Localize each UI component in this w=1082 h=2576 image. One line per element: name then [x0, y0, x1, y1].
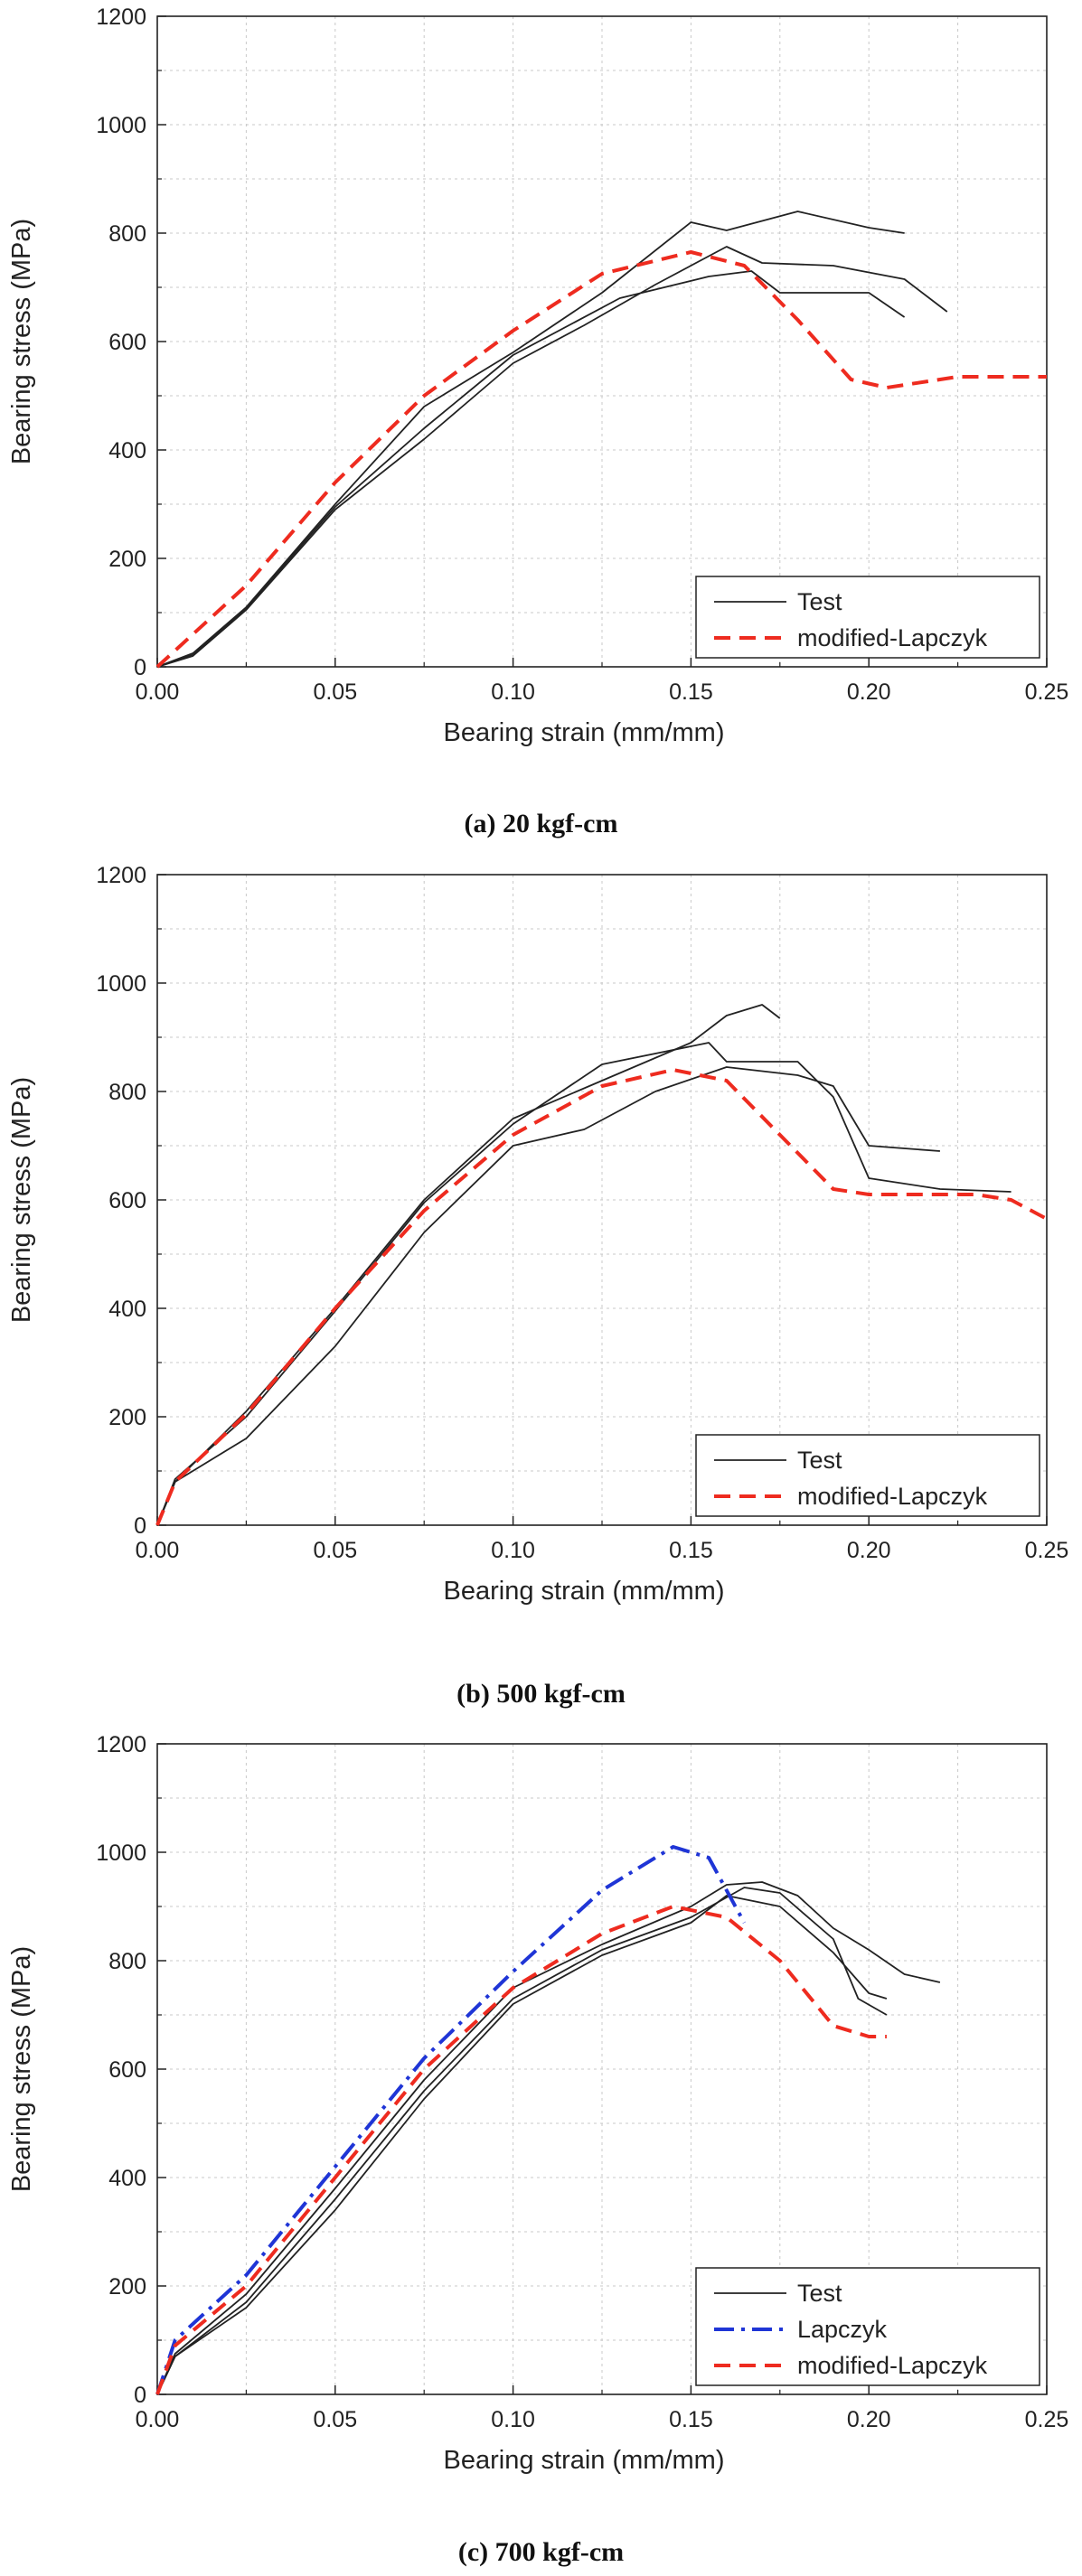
y-tick-label: 0	[134, 655, 146, 680]
x-tick-label: 0.10	[491, 2407, 535, 2432]
y-tick-label: 800	[108, 1080, 146, 1105]
legend: Test Lapczyk modified-Lapczyk	[695, 2267, 1040, 2386]
y-tick-label: 1000	[96, 971, 146, 997]
legend: Test modified-Lapczyk	[695, 576, 1040, 659]
series-line-test	[156, 1887, 888, 2395]
x-axis-label: Bearing strain (mm/mm)	[444, 1577, 725, 1606]
y-axis-label: Bearing stress (MPa)	[7, 1946, 36, 2192]
x-tick-label: 0.25	[1025, 1538, 1069, 1563]
y-tick-label: 1000	[96, 1841, 146, 1866]
plot-area: 0.00 0.05 0.10 0.15 0.20 0.25 0 200 400 600 800 100…	[7, 5, 1068, 747]
y-tick-label: 600	[108, 2057, 146, 2083]
y-tick-label: 600	[108, 330, 146, 355]
plot-area: 0.00 0.05 0.10 0.15 0.20 0.25 0 200 400 600 800 100…	[7, 863, 1068, 1606]
y-tick-label: 200	[108, 547, 146, 572]
y-tick-label: 1200	[96, 863, 146, 888]
series-line-test	[156, 1004, 781, 1526]
legend-label: Test	[797, 588, 842, 615]
series-line-modified	[155, 1068, 1048, 1526]
series-line-modified	[155, 250, 1047, 669]
y-tick-label: 0	[134, 1513, 146, 1539]
x-tick-label: 0.20	[847, 1538, 891, 1563]
legend-label: Test	[797, 2280, 842, 2307]
x-tick-label: 0.05	[313, 679, 357, 705]
legend-label: modified-Lapczyk	[797, 1483, 988, 1510]
legend-label: Lapczyk	[797, 2316, 888, 2343]
y-tick-label: 400	[108, 1297, 146, 1322]
y-axis-label: Bearing stress (MPa)	[7, 1077, 36, 1323]
series-line-test	[156, 270, 906, 668]
caption-c: (c) 700 kgf-cm	[457, 2537, 625, 2567]
legend-label: Test	[797, 1447, 842, 1474]
legend-box	[695, 1434, 1040, 1517]
y-tick-label: 1200	[96, 5, 146, 30]
x-tick-label: 0.25	[1025, 679, 1069, 705]
chart-b: 0.00 0.05 0.10 0.15 0.20 0.25 0 200 400 600 800 100…	[7, 863, 1068, 1606]
legend: Test modified-Lapczyk	[695, 1434, 1040, 1517]
x-tick-label: 0.15	[669, 2407, 713, 2432]
series-line-test	[156, 1895, 888, 2395]
y-tick-label: 400	[108, 438, 146, 464]
y-tick-label: 400	[108, 2166, 146, 2191]
chart-a: 0.00 0.05 0.10 0.15 0.20 0.25 0 200 400 600 800 100…	[7, 5, 1068, 747]
y-tick-label: 200	[108, 1405, 146, 1430]
y-tick-label: 800	[108, 221, 146, 247]
plot-area: 0.00 0.05 0.10 0.15 0.20 0.25 0 200 400 600 800 100…	[7, 1732, 1068, 2475]
legend-label: modified-Lapczyk	[797, 2352, 988, 2379]
caption-b: (b) 500 kgf-cm	[456, 1679, 626, 1709]
y-tick-label: 800	[108, 1949, 146, 1974]
x-tick-label: 0.00	[136, 679, 180, 705]
y-tick-label: 200	[108, 2274, 146, 2300]
series-line-test	[156, 1881, 941, 2395]
series-line-test	[156, 211, 905, 668]
caption-a: (a) 20 kgf-cm	[464, 809, 618, 838]
x-tick-label: 0.20	[847, 2407, 891, 2432]
x-tick-label: 0.15	[669, 679, 713, 705]
y-tick-label: 1000	[96, 113, 146, 138]
y-axis-label: Bearing stress (MPa)	[7, 219, 36, 464]
y-tick-label: 0	[134, 2383, 146, 2408]
x-tick-label: 0.00	[136, 2407, 180, 2432]
x-axis-label: Bearing strain (mm/mm)	[444, 2446, 725, 2475]
x-tick-label: 0.15	[669, 1538, 713, 1563]
x-tick-label: 0.05	[313, 2407, 357, 2432]
legend-box	[695, 576, 1040, 659]
x-axis-label: Bearing strain (mm/mm)	[444, 718, 725, 747]
chart-c: 0.00 0.05 0.10 0.15 0.20 0.25 0 200 400 600 800 100…	[7, 1732, 1068, 2475]
x-tick-label: 0.10	[491, 1538, 535, 1563]
legend-label: modified-Lapczyk	[797, 624, 988, 651]
series-line-test	[156, 246, 948, 668]
x-tick-label: 0.05	[313, 1538, 357, 1563]
series-line-lapczyk	[155, 1845, 747, 2395]
x-tick-label: 0.25	[1025, 2407, 1069, 2432]
series-line-test	[156, 1066, 940, 1526]
x-tick-label: 0.00	[136, 1538, 180, 1563]
y-tick-label: 600	[108, 1188, 146, 1213]
x-tick-label: 0.20	[847, 679, 891, 705]
x-tick-label: 0.10	[491, 679, 535, 705]
y-tick-label: 1200	[96, 1732, 146, 1757]
